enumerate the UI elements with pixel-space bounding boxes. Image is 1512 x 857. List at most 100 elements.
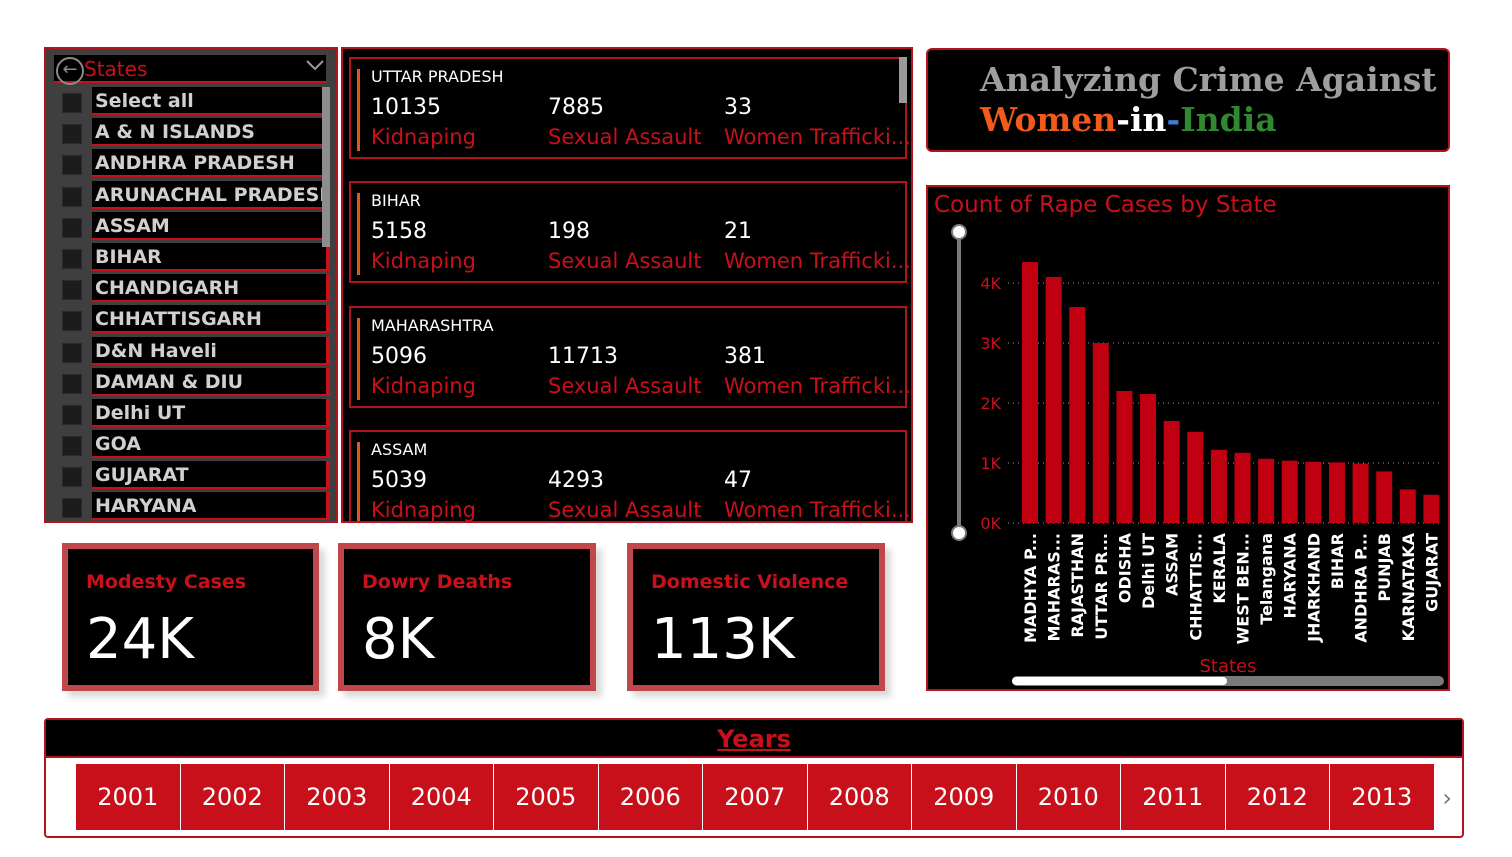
kidnaping-value: 5158 <box>371 219 427 244</box>
back-arrow-icon[interactable]: ← <box>56 57 84 85</box>
state-option-select-all[interactable]: Select all <box>54 87 334 118</box>
y-tick-label: 1K <box>980 454 1001 473</box>
title-line-2: Women-in-India <box>980 100 1277 139</box>
year-button[interactable]: 2010 <box>1016 764 1121 830</box>
year-button[interactable]: 2004 <box>389 764 494 830</box>
kidnaping-label: Kidnaping <box>371 249 476 273</box>
year-button[interactable]: 2011 <box>1121 764 1226 830</box>
state-card[interactable]: BIHAR 5158 198 21 Kidnaping Sexual Assau… <box>349 181 911 283</box>
state-option[interactable]: ARUNACHAL PRADESH <box>54 180 334 212</box>
bar <box>1092 343 1109 523</box>
year-button[interactable]: 2003 <box>285 764 390 830</box>
x-axis-label: States <box>1199 656 1256 677</box>
x-tick-label: GUJARAT <box>1422 533 1441 612</box>
bar <box>1210 449 1227 523</box>
state-option-label: CHANDIGARH <box>92 274 330 303</box>
checkbox[interactable] <box>62 436 82 457</box>
women-trafficking-label: Women Trafficki... <box>724 125 911 149</box>
year-button[interactable]: 2001 <box>76 764 181 830</box>
chart-title: Count of Rape Cases by State <box>934 192 1277 218</box>
years-slicer: Years 2001 2002 2003 2004 2005 2006 2007… <box>44 718 1464 838</box>
checkbox[interactable] <box>62 498 82 519</box>
state-option[interactable]: GUJARAT <box>54 461 334 492</box>
chart-canvas: Count of Rape Cases by State 0K 1K 2K 3K 4K MA… <box>934 192 1444 686</box>
x-tick-label: CHHATTIS... <box>1186 533 1205 641</box>
year-button[interactable]: 2006 <box>598 764 703 830</box>
bar <box>1281 460 1298 523</box>
x-scrollbar-thumb[interactable] <box>1012 677 1227 685</box>
kpi-value: 24K <box>86 607 194 672</box>
state-option[interactable]: A & N ISLANDS <box>54 118 334 149</box>
bar <box>1376 471 1393 523</box>
kidnaping-value: 10135 <box>371 95 441 120</box>
kidnaping-value: 5039 <box>371 468 427 493</box>
state-slicer-scrollbar[interactable] <box>322 87 330 247</box>
kpi-domestic-violence: Domestic Violence 113K <box>627 543 885 691</box>
x-tick-label: PUNJAB <box>1375 533 1394 602</box>
state-option[interactable]: GOA <box>54 430 334 461</box>
state-option[interactable]: CHANDIGARH <box>54 274 334 305</box>
bar <box>1399 489 1416 523</box>
year-button[interactable]: 2002 <box>180 764 285 830</box>
title-dash-2: - <box>1166 100 1181 139</box>
state-slicer: ← States Select all A & N ISLANDS ANDHRA… <box>44 47 338 523</box>
state-card[interactable]: ASSAM 5039 4293 47 Kidnaping Sexual Assa… <box>349 430 911 522</box>
state-option-label: GUJARAT <box>92 461 330 490</box>
x-tick-label: Delhi UT <box>1139 533 1158 609</box>
x-tick-label: BIHAR <box>1328 533 1347 589</box>
sexual-assault-label: Sexual Assault <box>548 498 702 522</box>
checkbox[interactable] <box>62 311 82 332</box>
checkbox[interactable] <box>62 373 82 394</box>
state-slicer-header[interactable]: ← States <box>54 55 326 85</box>
state-option[interactable]: DAMAN & DIU <box>54 367 334 399</box>
state-option[interactable]: BIHAR <box>54 242 334 274</box>
bar <box>1423 494 1440 523</box>
women-trafficking-label: Women Trafficki... <box>724 374 911 398</box>
state-option[interactable]: ASSAM <box>54 211 334 243</box>
state-card[interactable]: UTTAR PRADESH 10135 7885 33 Kidnaping Se… <box>349 57 911 159</box>
chevron-right-icon[interactable]: › <box>1442 784 1452 812</box>
bar <box>1305 461 1322 523</box>
card-accent-bar <box>357 442 360 521</box>
checkbox[interactable] <box>62 186 82 207</box>
sexual-assault-label: Sexual Assault <box>548 249 702 273</box>
state-name: UTTAR PRADESH <box>371 67 504 86</box>
title-in: in <box>1130 100 1167 139</box>
state-option[interactable]: HARYANA <box>54 492 334 521</box>
kpi-dowry-deaths: Dowry Deaths 8K <box>338 543 596 691</box>
bar <box>1352 463 1369 523</box>
state-slicer-title: States <box>84 57 148 81</box>
checkbox[interactable] <box>62 404 82 425</box>
checkbox[interactable] <box>62 155 82 176</box>
checkbox[interactable] <box>62 217 82 238</box>
cards-scrollbar[interactable] <box>899 57 907 103</box>
x-tick-label: MAHARAS... <box>1045 533 1064 642</box>
state-card[interactable]: MAHARASHTRA 5096 11713 381 Kidnaping Sex… <box>349 306 911 408</box>
year-button[interactable]: 2008 <box>807 764 912 830</box>
checkbox[interactable] <box>62 280 82 301</box>
year-button[interactable]: 2007 <box>703 764 808 830</box>
state-option[interactable]: CHHATTISGARH <box>54 305 334 336</box>
sexual-assault-value: 7885 <box>548 95 604 120</box>
checkbox[interactable] <box>62 93 82 113</box>
year-button[interactable]: 2013 <box>1330 764 1435 830</box>
state-option[interactable]: D&N Haveli <box>54 336 334 368</box>
year-button[interactable]: 2005 <box>494 764 599 830</box>
state-option-label: ARUNACHAL PRADESH <box>92 180 330 209</box>
state-option[interactable]: Delhi UT <box>54 398 334 430</box>
state-slicer-list: Select all A & N ISLANDS ANDHRA PRADESH … <box>54 87 334 521</box>
year-button[interactable]: 2012 <box>1225 764 1330 830</box>
checkbox[interactable] <box>62 248 82 269</box>
state-option-label: CHHATTISGARH <box>92 305 330 334</box>
year-button[interactable]: 2009 <box>912 764 1017 830</box>
state-option-label: ASSAM <box>92 211 330 240</box>
x-tick-label: WEST BEN... <box>1234 533 1253 644</box>
checkbox[interactable] <box>62 124 82 145</box>
x-tick-label: KERALA <box>1210 532 1229 603</box>
x-tick-label: ASSAM <box>1163 533 1182 596</box>
checkbox[interactable] <box>62 342 82 363</box>
checkbox[interactable] <box>62 467 82 488</box>
y-range-slider-handle <box>951 224 967 240</box>
state-option[interactable]: ANDHRA PRADESH <box>54 149 334 180</box>
chevron-down-icon[interactable] <box>306 59 324 71</box>
